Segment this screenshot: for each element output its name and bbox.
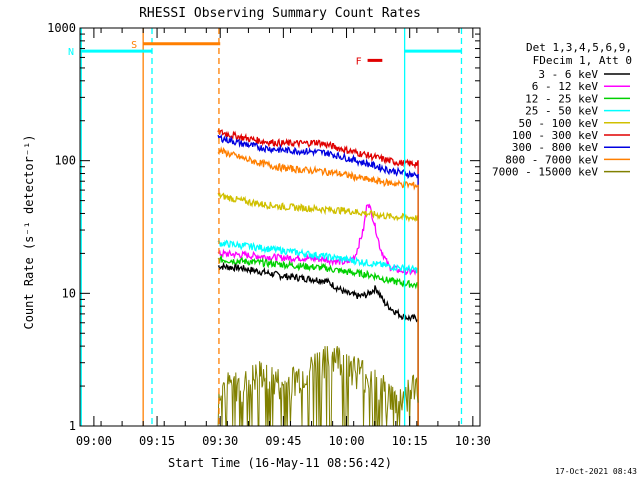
x-axis-label: Start Time (16-May-11 08:56:42) <box>168 456 392 470</box>
series-line-4 <box>217 192 419 426</box>
x-tick-label: 10:15 <box>392 434 428 448</box>
legend-entry-label-8: 7000 - 15000 keV <box>492 166 598 179</box>
legend-entry-label-6: 300 - 800 keV <box>512 141 598 154</box>
flag-label-2: F <box>356 56 362 67</box>
flag-label-1: N <box>68 47 74 58</box>
series-line-3 <box>217 239 419 426</box>
flag-label-0: S <box>131 40 137 51</box>
series-line-8 <box>217 345 419 427</box>
series-layer <box>217 128 419 427</box>
legend-entry-label-3: 25 - 50 keV <box>525 105 598 118</box>
y-tick-label: 100 <box>54 154 76 168</box>
legend-entry-label-4: 50 - 100 keV <box>519 117 599 130</box>
x-tick-label: 10:00 <box>328 434 364 448</box>
x-tick-label: 09:45 <box>265 434 301 448</box>
x-tick-label: 09:30 <box>202 434 238 448</box>
series-line-7 <box>217 146 419 426</box>
axis-layer: 1 10 100 1000 09:00 09:15 09:30 09:45 10:00 10:15… <box>47 21 491 448</box>
legend-header-line-2: FDecim 1, Att 0 <box>533 54 632 67</box>
series-line-2 <box>217 254 419 426</box>
chart-title: RHESSI Observing Summary Count Rates <box>139 6 421 21</box>
legend-entry-label-2: 12 - 25 keV <box>525 92 598 105</box>
footer-timestamp: 17-Oct-2021 08:43 <box>555 467 637 476</box>
legend-entry-label-5: 100 - 300 keV <box>512 129 598 142</box>
legend-entry-label-1: 6 - 12 keV <box>532 80 599 93</box>
series-line-0 <box>217 261 419 426</box>
legend-entry-label-7: 800 - 7000 keV <box>505 153 598 166</box>
y-tick-label: 1 <box>69 419 76 433</box>
plot-frame <box>79 27 481 427</box>
series-line-5 <box>217 128 419 426</box>
x-tick-label: 09:15 <box>139 434 175 448</box>
marker-layer: S N F <box>68 28 463 426</box>
y-axis-label: Count Rate (s⁻¹ detector⁻¹) <box>22 134 36 329</box>
y-tick-label: 1000 <box>47 21 76 35</box>
legend-header-line-1: Det 1,3,4,5,6,9, <box>526 41 632 54</box>
y-tick-label: 10 <box>62 286 76 300</box>
series-line-6 <box>217 133 419 426</box>
x-tick-label: 09:00 <box>76 434 112 448</box>
legend: Det 1,3,4,5,6,9, FDecim 1, Att 0 3 - 6 k… <box>492 41 632 179</box>
x-tick-label: 10:30 <box>455 434 491 448</box>
legend-entry-label-0: 3 - 6 keV <box>538 68 598 81</box>
